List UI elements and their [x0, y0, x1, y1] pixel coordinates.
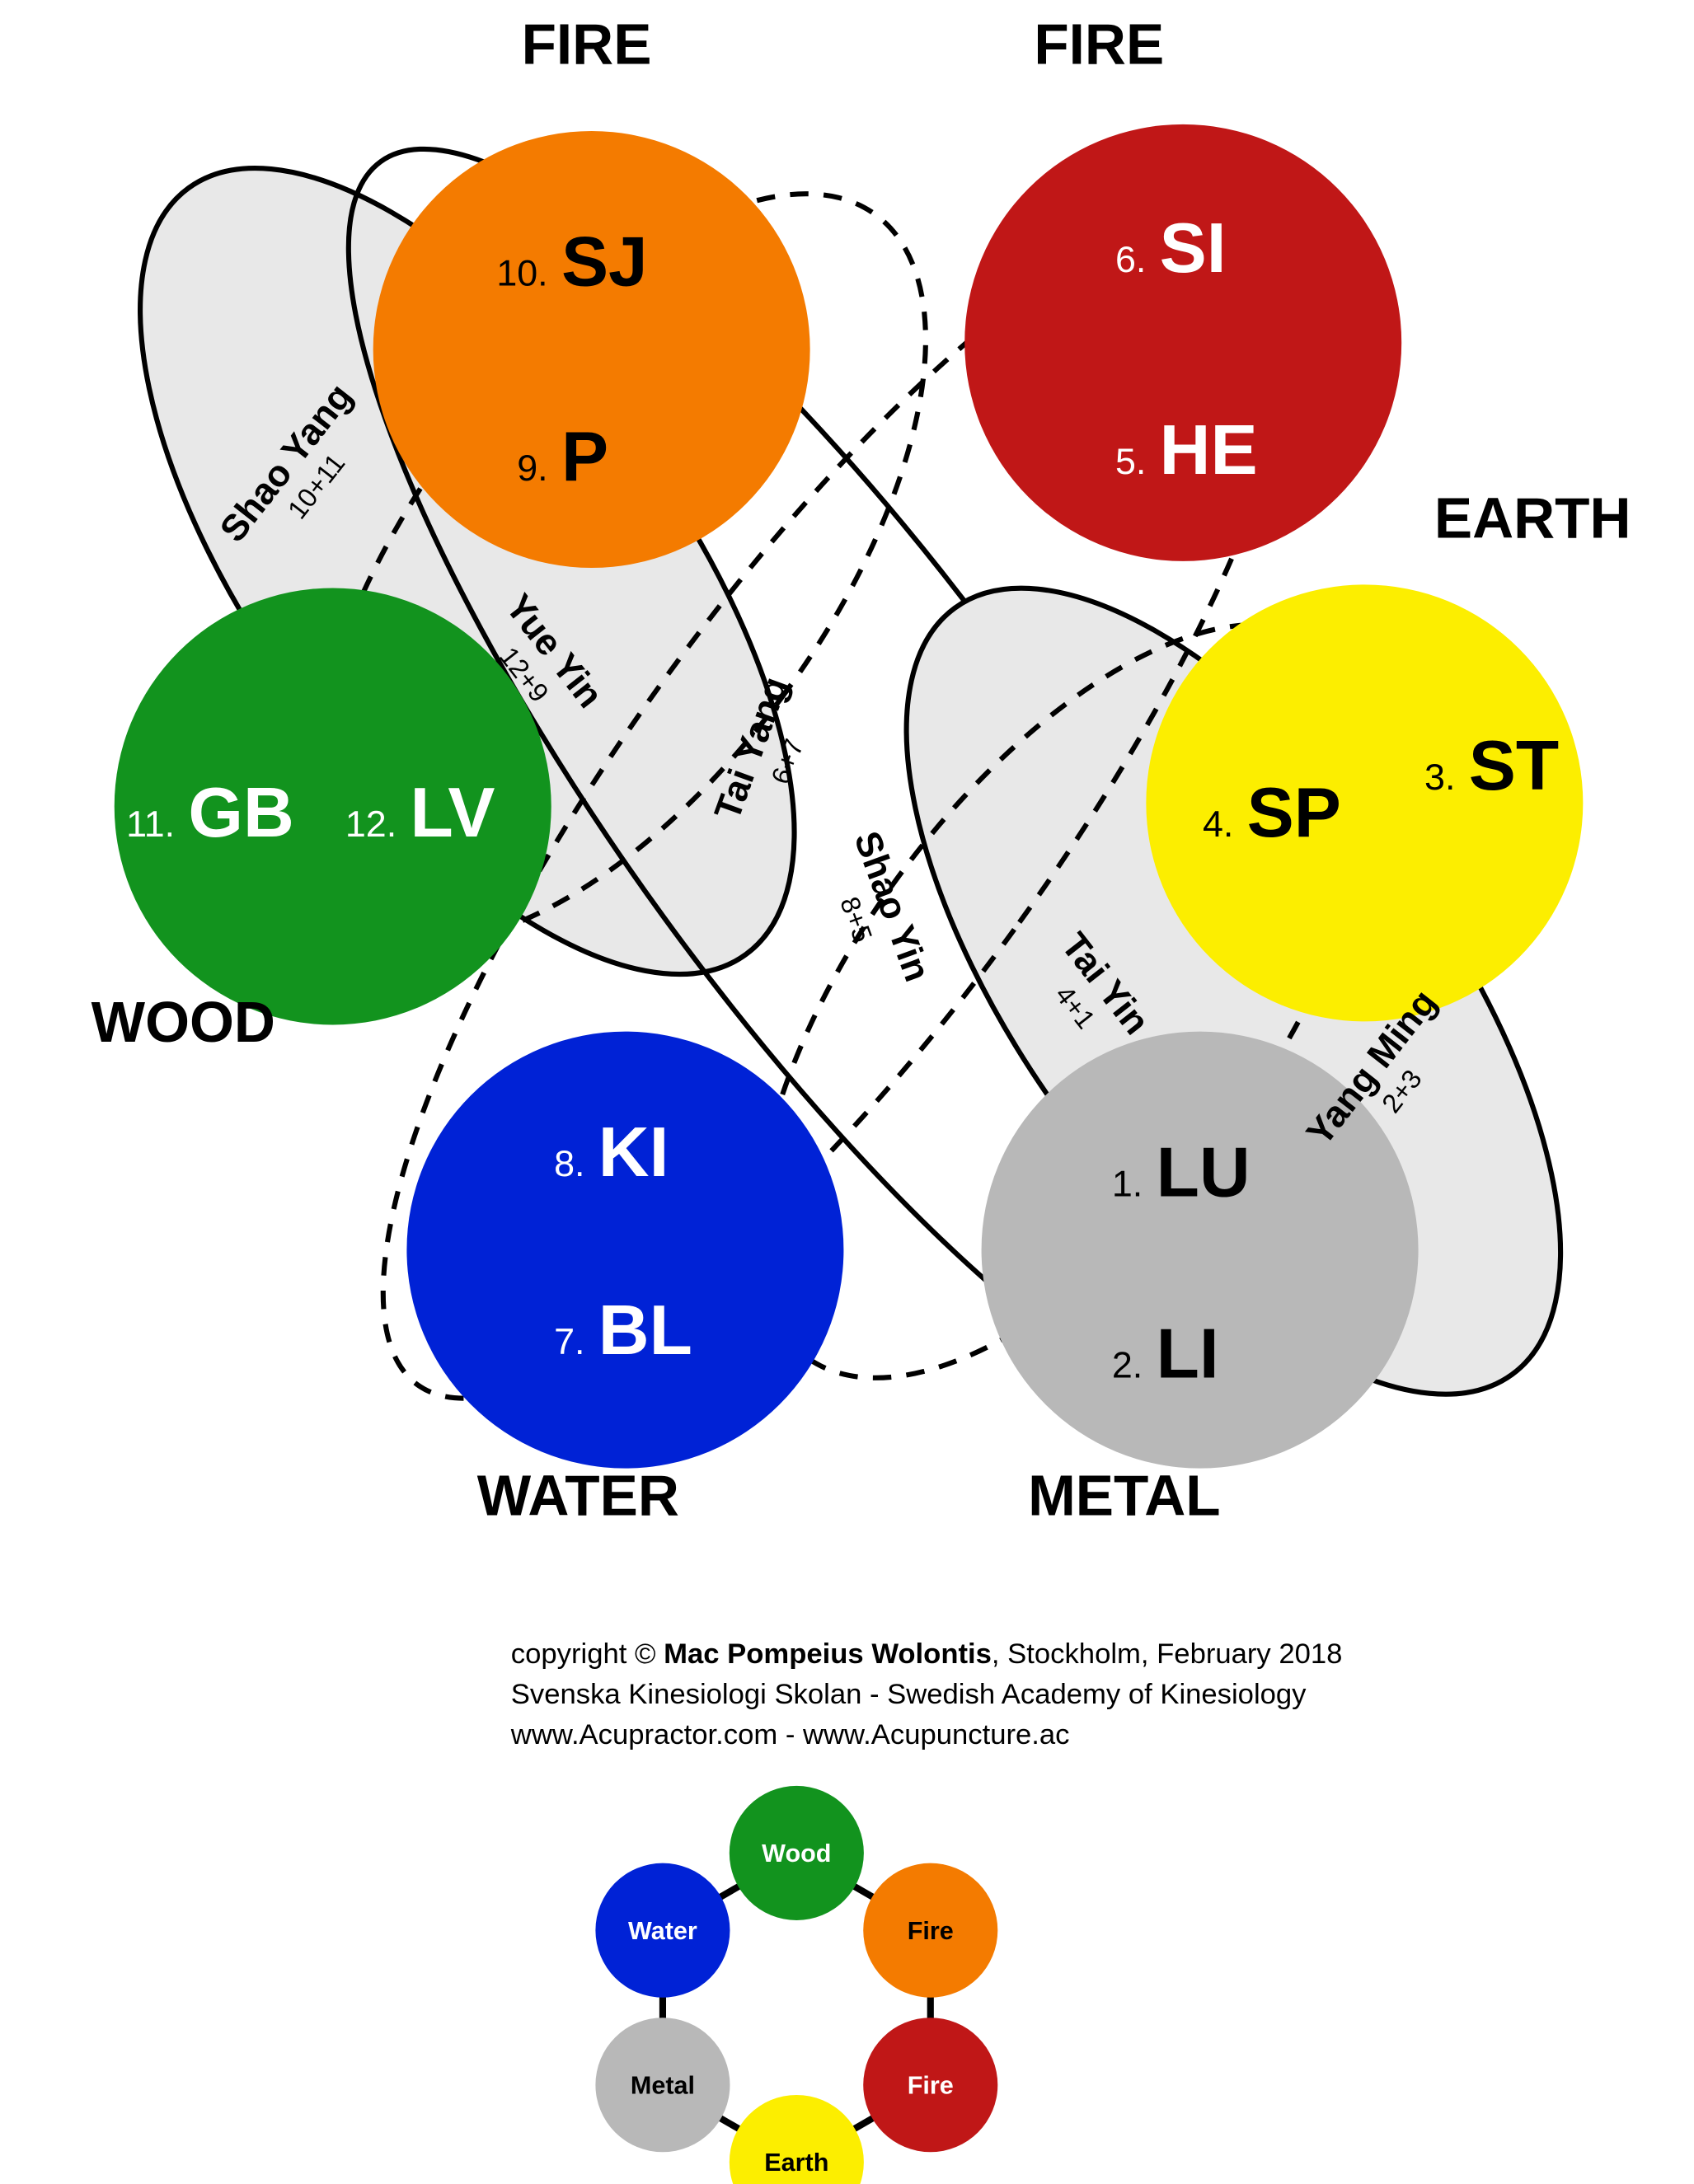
organ-number: 9.: [517, 447, 547, 489]
mini-node-label-miniEarth: Earth: [764, 2149, 828, 2177]
credit-line-1: Svenska Kinesiologi Skolan - Swedish Aca…: [511, 1679, 1307, 1710]
element-title-wood: WOOD: [92, 990, 275, 1054]
organ-abbrev: P: [561, 417, 608, 496]
organ-abbrev: BL: [598, 1291, 692, 1370]
organ-abbrev: SI: [1160, 209, 1227, 288]
organ-number: 2.: [1112, 1344, 1143, 1386]
organ-number: 7.: [554, 1320, 584, 1362]
element-circle-fireSJP: [373, 131, 810, 568]
organ-abbrev: HE: [1160, 410, 1258, 490]
organ-abbrev: SP: [1247, 773, 1341, 852]
organ-abbrev: SJ: [561, 223, 648, 302]
main-diagram: 10. SJ 9. P 6. SI 5. HE 4. SP 3. ST 1. LU 2. LI 8. KI 7. BL…: [17, 12, 1683, 1544]
element-circle-waterKIBL: [406, 1032, 843, 1469]
organ-abbrev: LV: [410, 773, 495, 852]
organ-number: 1.: [1112, 1162, 1143, 1204]
organ-abbrev: LU: [1157, 1132, 1251, 1212]
mini-elements-ring: Fire Fire Earth Metal Water Wood: [595, 1786, 997, 2184]
mini-node-label-miniFire1: Fire: [908, 1917, 954, 1945]
organ-number: 12.: [345, 803, 397, 845]
organ-abbrev: LI: [1157, 1315, 1219, 1394]
element-circle-fireSIHE: [964, 124, 1401, 561]
mini-node-label-miniMetal: Metal: [631, 2071, 695, 2099]
organ-number: 5.: [1115, 440, 1146, 482]
element-title-fire2: FIRE: [1034, 12, 1164, 76]
mini-node-label-miniFire2: Fire: [908, 2071, 954, 2099]
element-title-fire1: FIRE: [522, 12, 652, 76]
credit-line-2: www.Acupractor.com - www.Acupuncture.ac: [510, 1719, 1070, 1750]
credits-block: copyright © Mac Pompeius Wolontis, Stock…: [510, 1638, 1343, 1750]
organ-number: 11.: [126, 803, 175, 845]
element-title-metal: METAL: [1028, 1464, 1221, 1528]
organ-abbrev: GB: [188, 773, 293, 852]
five-elements-diagram: 10. SJ 9. P 6. SI 5. HE 4. SP 3. ST 1. LU 2. LI 8. KI 7. BL…: [0, 0, 1694, 2184]
element-title-water: WATER: [477, 1464, 679, 1528]
organ-number: 6.: [1115, 238, 1146, 280]
organ-number: 3.: [1424, 756, 1455, 798]
mini-node-label-miniWood: Wood: [762, 1840, 831, 1868]
organ-abbrev: KI: [598, 1113, 669, 1192]
organ-abbrev: ST: [1469, 726, 1559, 805]
element-title-earth: EARTH: [1434, 485, 1631, 550]
credit-line-0: copyright © Mac Pompeius Wolontis, Stock…: [511, 1638, 1343, 1670]
organ-number: 4.: [1203, 803, 1233, 845]
organ-number: 8.: [554, 1142, 584, 1184]
organ-number: 10.: [496, 252, 547, 294]
mini-node-label-miniWater: Water: [628, 1917, 697, 1945]
